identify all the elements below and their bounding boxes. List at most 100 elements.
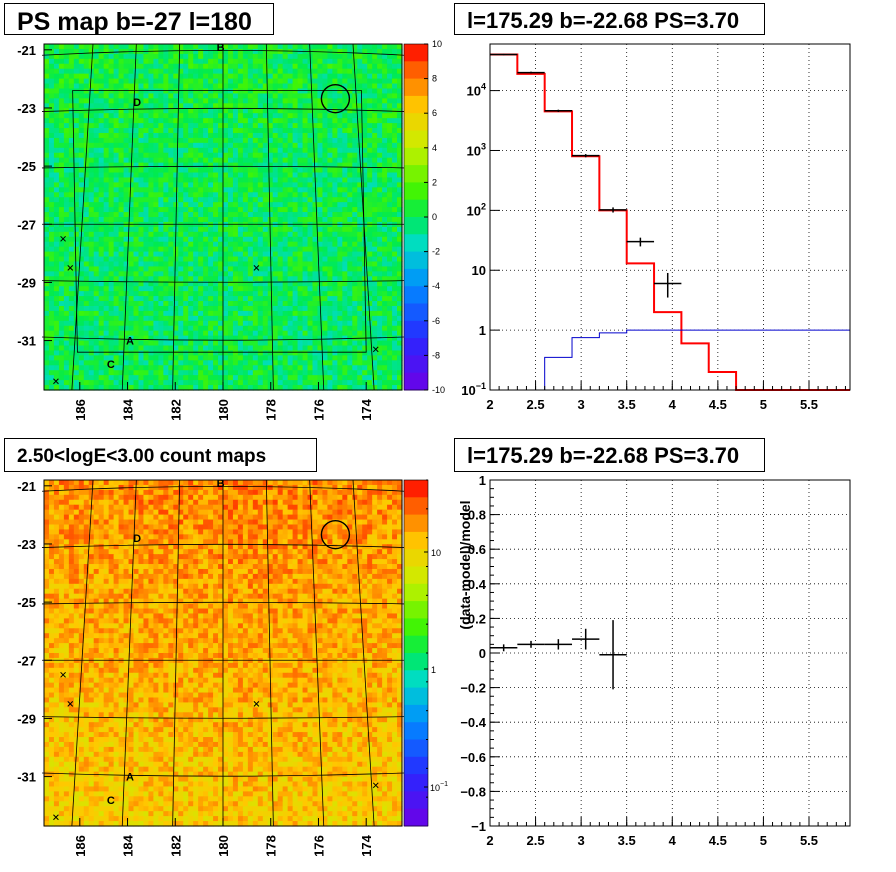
map-pixel bbox=[342, 78, 348, 85]
map-pixel bbox=[188, 137, 194, 144]
map-pixel bbox=[387, 266, 393, 272]
map-pixel bbox=[153, 202, 159, 208]
map-pixel bbox=[352, 330, 358, 337]
map-pixel bbox=[198, 256, 204, 263]
map-pixel bbox=[362, 207, 368, 213]
map-pixel bbox=[128, 281, 135, 287]
map-pixel bbox=[158, 301, 164, 307]
map-pixel bbox=[377, 241, 383, 248]
map-pixel bbox=[138, 88, 145, 95]
map-pixel bbox=[163, 340, 169, 347]
map-pixel bbox=[387, 93, 393, 99]
map-pixel bbox=[242, 276, 249, 282]
map-pixel bbox=[108, 123, 115, 129]
map-pixel bbox=[257, 212, 264, 218]
map-pixel bbox=[292, 162, 299, 169]
map-pixel bbox=[372, 113, 378, 119]
map-pixel bbox=[257, 53, 264, 60]
map-pixel bbox=[153, 147, 159, 154]
map-pixel bbox=[237, 177, 244, 183]
map-pixel bbox=[267, 68, 274, 75]
map-pixel bbox=[103, 236, 110, 243]
map-pixel bbox=[93, 221, 100, 228]
map-pixel bbox=[292, 48, 299, 55]
map-pixel bbox=[108, 137, 115, 144]
map-pixel bbox=[53, 44, 60, 50]
map-pixel bbox=[163, 271, 169, 277]
map-pixel bbox=[48, 236, 55, 243]
map-pixel bbox=[208, 226, 214, 233]
map-pixel bbox=[327, 340, 333, 347]
map-pixel bbox=[153, 256, 159, 263]
map-pixel bbox=[178, 345, 184, 352]
map-pixel bbox=[307, 147, 314, 154]
map-pixel bbox=[297, 132, 304, 139]
map-pixel bbox=[163, 187, 169, 193]
map-pixel bbox=[397, 217, 403, 223]
map-pixel bbox=[322, 142, 329, 149]
map-pixel bbox=[312, 320, 319, 327]
map-pixel bbox=[287, 172, 294, 179]
map-pixel bbox=[232, 380, 239, 386]
map-pixel bbox=[337, 88, 343, 95]
map-pixel bbox=[262, 226, 269, 233]
map-pixel bbox=[322, 236, 329, 243]
map-pixel bbox=[247, 261, 254, 268]
map-pixel bbox=[397, 182, 403, 188]
map-pixel bbox=[232, 152, 239, 159]
map-pixel bbox=[103, 301, 110, 307]
map-pixel bbox=[297, 58, 304, 65]
map-pixel bbox=[382, 177, 388, 183]
map-pixel bbox=[83, 157, 90, 164]
map-pixel bbox=[337, 147, 343, 154]
map-pixel bbox=[98, 167, 105, 174]
map-pixel bbox=[317, 320, 324, 327]
map-pixel bbox=[103, 157, 110, 164]
map-pixel bbox=[118, 187, 125, 193]
map-pixel bbox=[213, 162, 219, 169]
map-pixel bbox=[317, 335, 324, 342]
map-pixel bbox=[377, 261, 383, 268]
map-pixel bbox=[382, 197, 388, 203]
map-pixel bbox=[357, 241, 363, 248]
map-pixel bbox=[173, 281, 179, 287]
map-pixel bbox=[367, 44, 373, 50]
map-pixel bbox=[252, 78, 259, 85]
map-pixel bbox=[352, 360, 358, 366]
map-pixel bbox=[208, 266, 214, 272]
map-pixel bbox=[292, 291, 299, 297]
map-pixel bbox=[113, 325, 120, 332]
map-pixel bbox=[297, 197, 304, 203]
map-pixel bbox=[357, 142, 363, 149]
map-pixel bbox=[63, 345, 70, 352]
map-pixel bbox=[118, 355, 125, 361]
map-pixel bbox=[282, 113, 289, 119]
map-pixel bbox=[277, 187, 284, 193]
map-pixel bbox=[178, 48, 184, 55]
map-pixel bbox=[337, 266, 343, 272]
map-pixel bbox=[203, 58, 209, 65]
map-pixel bbox=[133, 325, 140, 332]
map-pixel bbox=[397, 162, 403, 169]
map-pixel bbox=[337, 53, 343, 60]
map-pixel bbox=[387, 365, 393, 371]
map-pixel bbox=[352, 88, 358, 95]
map-pixel bbox=[372, 78, 378, 85]
map-pixel bbox=[232, 281, 239, 287]
map-pixel bbox=[168, 103, 174, 109]
map-pixel bbox=[68, 202, 75, 208]
map-pixel bbox=[322, 197, 329, 203]
map-pixel bbox=[148, 296, 154, 302]
map-pixel bbox=[332, 236, 338, 243]
map-pixel bbox=[48, 83, 55, 90]
map-pixel bbox=[138, 98, 145, 104]
map-pixel bbox=[188, 53, 194, 60]
map-pixel bbox=[382, 142, 388, 149]
map-pixel bbox=[138, 187, 145, 193]
map-pixel bbox=[158, 217, 164, 223]
map-pixel bbox=[322, 276, 329, 282]
map-pixel bbox=[307, 177, 314, 183]
map-pixel bbox=[272, 197, 279, 203]
map-pixel bbox=[297, 291, 304, 297]
map-pixel bbox=[397, 370, 403, 376]
